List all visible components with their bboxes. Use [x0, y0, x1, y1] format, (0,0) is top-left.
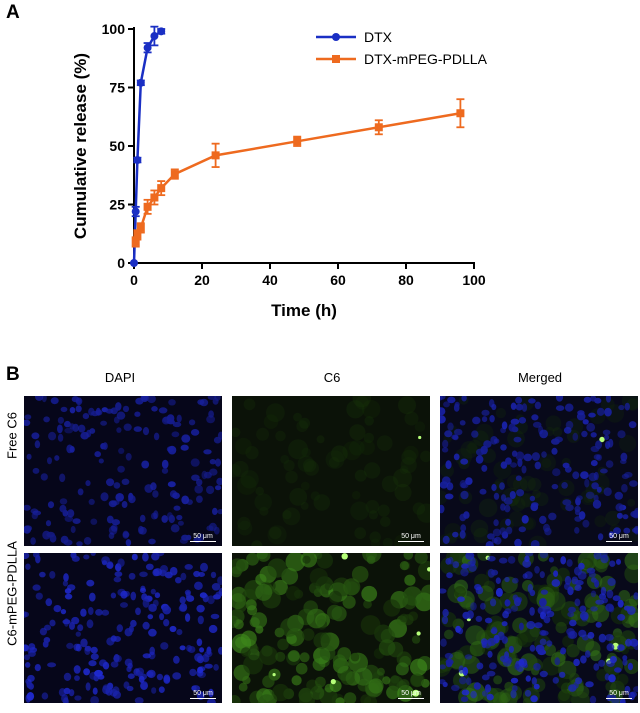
x-axis-label: Time (h) [271, 301, 337, 320]
data-point [374, 123, 383, 132]
scale-bar: 50 μm [190, 533, 216, 542]
data-point [130, 259, 138, 267]
x-tick-label: 0 [130, 272, 138, 288]
micrograph-free-c6-c6: 50 μm [232, 396, 430, 546]
data-point [136, 78, 145, 87]
scale-bar: 50 μm [398, 533, 424, 542]
micrograph-c6-mpeg-pdlla-dapi: 50 μm [24, 553, 222, 703]
legend-label: DTX-mPEG-PDLLA [364, 51, 488, 67]
x-tick-label: 100 [462, 272, 486, 288]
y-tick-label: 75 [109, 80, 125, 96]
legend-label: DTX [364, 29, 393, 45]
panel-a: A 0 25 50 75 100 0 20 40 60 80 100 Time (h) Cumulati… [0, 0, 640, 340]
data-point [150, 32, 159, 41]
series-line-dtx-mpeg-pdlla [134, 112, 461, 243]
data-point [143, 43, 152, 52]
data-point [211, 151, 220, 160]
data-point [131, 207, 140, 216]
y-tick-label: 25 [109, 197, 125, 213]
panel-a-letter: A [6, 2, 20, 23]
micrograph-image [232, 396, 430, 546]
micrograph-c6-mpeg-pdlla-merged: 50 μm [440, 553, 638, 703]
x-tick-label: 20 [194, 272, 210, 288]
release-chart: 0 25 50 75 100 0 20 40 60 80 100 Time (h) Cumulative… [71, 21, 488, 320]
scale-bar: 50 μm [398, 690, 424, 699]
y-tick-label: 50 [109, 138, 125, 154]
micrograph-free-c6-dapi: 50 μm [24, 396, 222, 546]
data-point [133, 230, 142, 239]
data-point [293, 137, 302, 146]
column-header-merged: Merged [517, 370, 563, 385]
x-tick-label: 60 [330, 272, 346, 288]
scale-bar: 50 μm [606, 533, 632, 542]
row-header-free-c6: Free C6 [4, 412, 20, 459]
legend-marker [332, 55, 340, 63]
data-point [170, 170, 179, 179]
micrograph-c6-mpeg-pdlla-c6: 50 μm [232, 553, 430, 703]
y-tick-label: 100 [102, 21, 126, 37]
panel-b: B DAPI C6 Merged Free C6 C6-mPEG-PDLLA 5… [0, 360, 640, 713]
panel-b-letter: B [6, 364, 20, 385]
micrograph-image [24, 396, 222, 546]
micrograph-image [440, 396, 638, 546]
data-point [456, 109, 465, 118]
micrograph-image [440, 553, 638, 703]
legend-marker [332, 33, 340, 41]
row-header-c6-mpeg-pdlla: C6-mPEG-PDLLA [4, 541, 20, 646]
data-point [150, 193, 159, 202]
micrograph-image [24, 553, 222, 703]
x-tick-label: 80 [398, 272, 414, 288]
x-tick-label: 40 [262, 272, 278, 288]
data-point [136, 223, 145, 232]
y-tick-label: 0 [117, 255, 125, 271]
data-point [143, 202, 152, 211]
scale-bar: 50 μm [190, 690, 216, 699]
column-header-dapi: DAPI [104, 370, 136, 385]
scale-bar: 50 μm [606, 690, 632, 699]
micrograph-free-c6-merged: 50 μm [440, 396, 638, 546]
data-point [131, 237, 140, 246]
data-point [157, 27, 166, 36]
y-axis-label: Cumulative release (%) [71, 53, 90, 239]
data-point [157, 184, 166, 193]
micrograph-image [232, 553, 430, 703]
data-point [133, 156, 142, 165]
column-header-c6: C6 [323, 370, 341, 385]
